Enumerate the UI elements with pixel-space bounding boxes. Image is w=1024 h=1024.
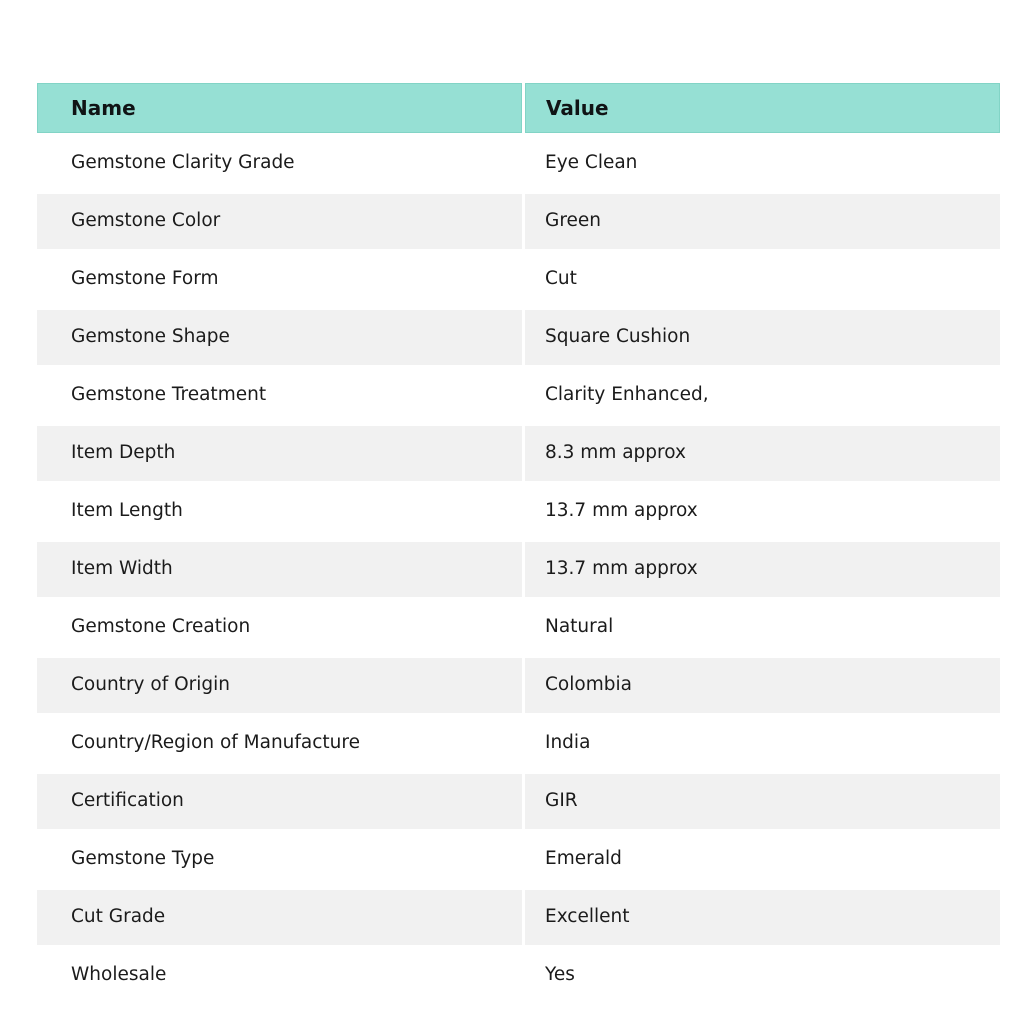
row-name-cell: Country of Origin	[37, 658, 522, 713]
row-name-cell: Country/Region of Manufacture	[37, 716, 522, 771]
row-value-cell: Colombia	[525, 658, 1000, 713]
row-name-cell: Gemstone Form	[37, 252, 522, 307]
table-row: Cut Grade Excellent	[37, 890, 1000, 945]
row-value-cell: 13.7 mm approx	[525, 542, 1000, 597]
row-value-cell: Excellent	[525, 890, 1000, 945]
table-row: Wholesale Yes	[37, 948, 1000, 1003]
table-row: Country of Origin Colombia	[37, 658, 1000, 713]
row-value-cell: Eye Clean	[525, 136, 1000, 191]
table-header-row: Name Value	[37, 83, 1000, 133]
table-row: Certification GIR	[37, 774, 1000, 829]
table-row: Gemstone Form Cut	[37, 252, 1000, 307]
row-value-cell: Yes	[525, 948, 1000, 1003]
row-name-cell: Gemstone Clarity Grade	[37, 136, 522, 191]
row-value-cell: Green	[525, 194, 1000, 249]
row-name-cell: Item Depth	[37, 426, 522, 481]
row-name-cell: Item Width	[37, 542, 522, 597]
row-name-cell: Certification	[37, 774, 522, 829]
row-name-cell: Item Length	[37, 484, 522, 539]
row-value-cell: Clarity Enhanced,	[525, 368, 1000, 423]
item-specifics-table: Name Value Gemstone Clarity Grade Eye Cle…	[37, 83, 1000, 1006]
table-row: Gemstone Color Green	[37, 194, 1000, 249]
table-row: Gemstone Clarity Grade Eye Clean	[37, 136, 1000, 191]
row-name-cell: Gemstone Color	[37, 194, 522, 249]
table-row: Gemstone Type Emerald	[37, 832, 1000, 887]
row-value-cell: 13.7 mm approx	[525, 484, 1000, 539]
table-row: Gemstone Creation Natural	[37, 600, 1000, 655]
row-value-cell: GIR	[525, 774, 1000, 829]
row-name-cell: Gemstone Shape	[37, 310, 522, 365]
row-value-cell: Emerald	[525, 832, 1000, 887]
table-row: Gemstone Shape Square Cushion	[37, 310, 1000, 365]
table-row: Item Length 13.7 mm approx	[37, 484, 1000, 539]
table-row: Item Depth 8.3 mm approx	[37, 426, 1000, 481]
table-body: Gemstone Clarity Grade Eye Clean Gemstone …	[37, 136, 1000, 1003]
row-name-cell: Gemstone Creation	[37, 600, 522, 655]
row-value-cell: Natural	[525, 600, 1000, 655]
table-row: Gemstone Treatment Clarity Enhanced,	[37, 368, 1000, 423]
row-name-cell: Cut Grade	[37, 890, 522, 945]
column-header-value: Value	[525, 83, 1000, 133]
row-value-cell: India	[525, 716, 1000, 771]
column-header-name: Name	[37, 83, 522, 133]
row-name-cell: Gemstone Treatment	[37, 368, 522, 423]
row-value-cell: 8.3 mm approx	[525, 426, 1000, 481]
table-row: Item Width 13.7 mm approx	[37, 542, 1000, 597]
row-value-cell: Square Cushion	[525, 310, 1000, 365]
table-row: Country/Region of Manufacture India	[37, 716, 1000, 771]
row-name-cell: Wholesale	[37, 948, 522, 1003]
row-value-cell: Cut	[525, 252, 1000, 307]
row-name-cell: Gemstone Type	[37, 832, 522, 887]
